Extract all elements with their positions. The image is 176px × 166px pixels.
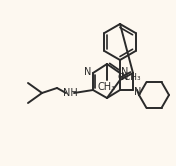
Text: N: N <box>121 72 129 82</box>
Text: OCH₃: OCH₃ <box>117 73 141 82</box>
Text: N: N <box>84 67 92 77</box>
Text: NH: NH <box>63 88 77 98</box>
Text: N: N <box>134 87 142 97</box>
Text: N: N <box>121 67 129 77</box>
Text: CH₃: CH₃ <box>98 82 116 92</box>
